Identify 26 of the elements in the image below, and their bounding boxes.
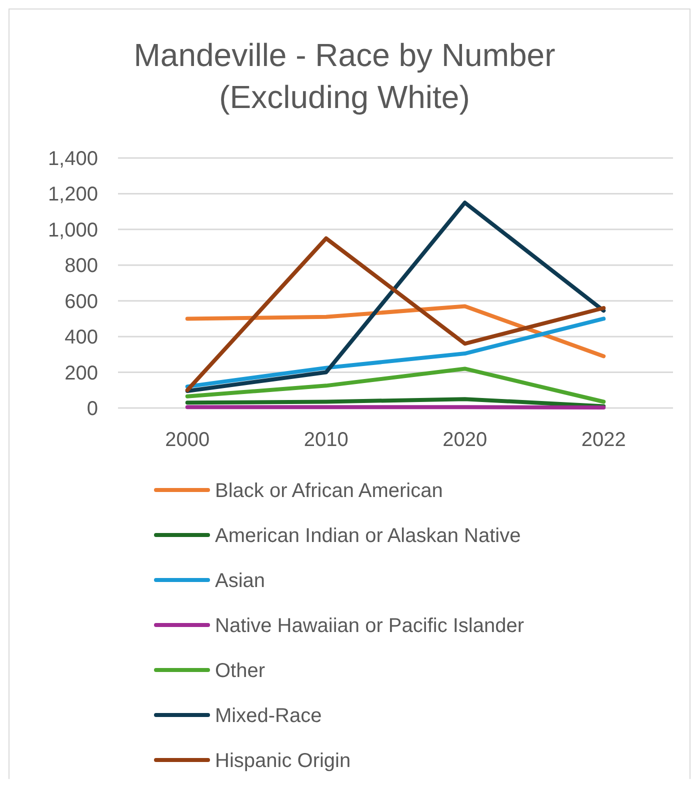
chart-title: Mandeville - Race by Number (Excluding White) bbox=[134, 37, 556, 115]
legend-label: Native Hawaiian or Pacific Islander bbox=[215, 615, 524, 637]
line-series bbox=[185, 304, 606, 358]
x-tick-label: 2010 bbox=[304, 429, 348, 451]
y-tick-label: 200 bbox=[64, 362, 98, 384]
legend-label: American Indian or Alaskan Native bbox=[215, 525, 521, 547]
y-tick-label: 600 bbox=[64, 290, 98, 313]
y-tick-label: 1,200 bbox=[48, 184, 98, 206]
legend-label: Black or African American bbox=[215, 480, 443, 502]
line-series bbox=[185, 200, 606, 394]
x-tick-label: 2022 bbox=[581, 429, 626, 451]
y-tick-label: 1,400 bbox=[48, 148, 98, 170]
x-tick-label: 2020 bbox=[442, 429, 488, 451]
line-series bbox=[185, 236, 606, 392]
y-tick-label: 800 bbox=[64, 255, 98, 278]
legend-label: Hispanic Origin bbox=[215, 750, 351, 772]
line-series bbox=[185, 397, 606, 408]
legend-label: Asian bbox=[215, 570, 266, 592]
legend-label: Other bbox=[215, 660, 266, 682]
legend-label: Mixed-Race bbox=[215, 705, 322, 727]
y-tick-label: 0 bbox=[86, 398, 98, 420]
y-tick-label: 400 bbox=[64, 326, 98, 349]
line-series bbox=[185, 366, 606, 404]
y-tick-label: 1,000 bbox=[48, 219, 98, 242]
x-tick-label: 2000 bbox=[165, 429, 210, 451]
line-series bbox=[185, 316, 606, 389]
